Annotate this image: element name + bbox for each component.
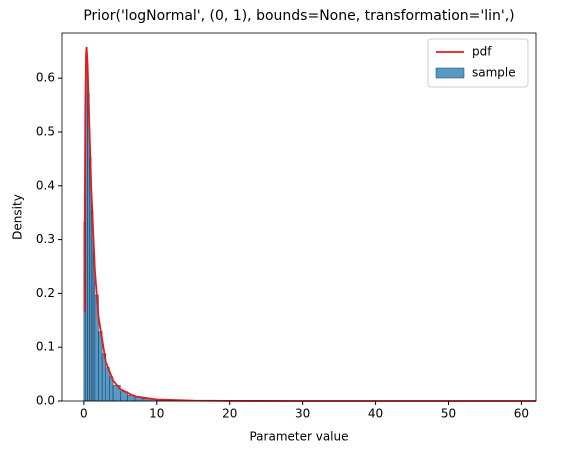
x-tick-label: 20	[222, 407, 237, 421]
y-axis-label: Density	[11, 194, 25, 240]
pdf-line	[83, 46, 536, 402]
x-tick-label: 50	[441, 407, 456, 421]
y-tick-label: 0.0	[36, 394, 55, 408]
bar	[105, 367, 110, 402]
x-tick-label: 10	[149, 407, 164, 421]
x-tick-label: 0	[80, 407, 88, 421]
y-tick-label: 0.1	[36, 340, 55, 354]
x-tick-label: 60	[514, 407, 529, 421]
legend-swatch	[435, 67, 465, 79]
y-tick-label: 0.6	[36, 71, 55, 85]
chart-title: Prior('logNormal', (0, 1), bounds=None, …	[83, 8, 514, 24]
legend-label: sample	[472, 66, 516, 80]
x-tick-label: 30	[295, 407, 310, 421]
bar	[98, 331, 103, 402]
y-tick-label: 0.4	[36, 178, 55, 192]
y-tick-label: 0.2	[36, 286, 55, 300]
x-tick-label: 40	[368, 407, 383, 421]
y-tick-label: 0.5	[36, 124, 55, 138]
y-tick-label: 0.3	[36, 232, 55, 246]
x-axis-label: Parameter value	[249, 430, 348, 444]
plot-frame	[61, 32, 537, 402]
legend-label: pdf	[472, 45, 492, 59]
